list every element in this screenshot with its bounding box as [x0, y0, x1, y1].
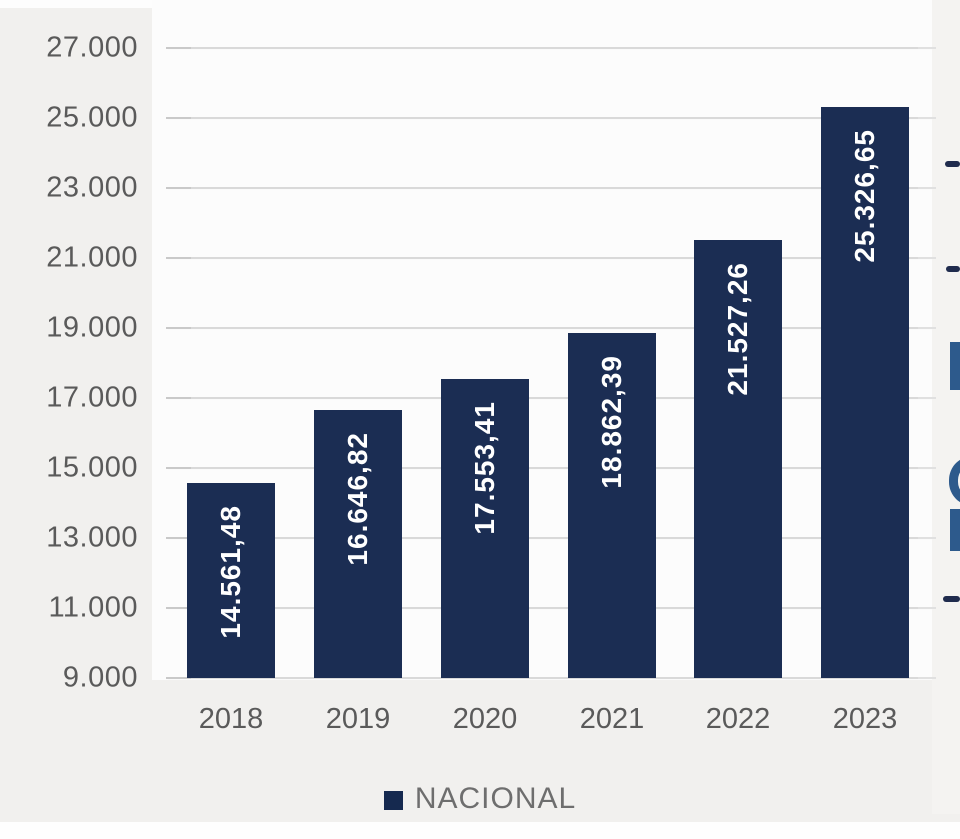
y-tick-label-11.000: 11.000 — [48, 591, 138, 624]
bar-value-label-2021: 18.862,39 — [596, 354, 627, 489]
cut-off-text-fragment-dash-1 — [945, 161, 960, 167]
gridline-11.000 — [168, 607, 932, 609]
cut-off-text-fragment-letter-2 — [950, 509, 960, 551]
y-axis-tick-mark-left — [166, 397, 191, 399]
y-axis-tick-mark-left — [166, 607, 191, 609]
chart-legend: NACIONAL — [0, 782, 960, 815]
y-axis-tick-mark-right — [918, 257, 936, 259]
y-axis-tick-mark-right — [918, 537, 936, 539]
bar-2021: 18.862,39 — [568, 332, 656, 678]
gridline-13.000 — [168, 537, 932, 539]
y-axis-tick-mark-left — [166, 187, 191, 189]
gridline-27.000 — [168, 47, 932, 49]
bar-value-label-2022: 21.527,26 — [722, 261, 753, 396]
x-tick-label-2020: 2020 — [452, 703, 518, 735]
y-axis-tick-mark-right — [918, 397, 936, 399]
y-axis-tick-mark-left — [166, 677, 191, 679]
y-axis-tick-mark-right — [918, 187, 936, 189]
y-axis-tick-mark-right — [918, 467, 936, 469]
y-tick-label-19.000: 19.000 — [46, 311, 138, 344]
page-bottom-margin — [0, 822, 960, 839]
y-tick-label-9.000: 9.000 — [62, 661, 138, 694]
y-tick-label-13.000: 13.000 — [46, 521, 138, 554]
y-axis-tick-mark-left — [166, 257, 191, 259]
cut-off-text-fragment-dash-3 — [943, 596, 960, 602]
y-tick-label-25.000: 25.000 — [46, 101, 138, 134]
bar-value-label-2019: 16.646,82 — [342, 432, 373, 566]
x-tick-label-2023: 2023 — [832, 703, 898, 735]
y-axis-tick-mark-left — [166, 467, 191, 469]
y-axis-tick-mark-left — [166, 47, 191, 49]
y-tick-label-21.000: 21.000 — [46, 241, 138, 274]
bar-2022: 21.527,26 — [694, 239, 782, 678]
bar-2019: 16.646,82 — [314, 410, 402, 678]
gridline-23.000 — [168, 187, 932, 189]
y-tick-label-27.000: 27.000 — [46, 31, 138, 64]
cut-off-text-fragment-dash-2 — [946, 266, 960, 272]
bar-value-label-2018: 14.561,48 — [215, 505, 246, 639]
y-axis-tick-mark-left — [166, 117, 191, 119]
bar-value-label-2020: 17.553,41 — [469, 400, 500, 535]
y-tick-label-17.000: 17.000 — [46, 381, 138, 414]
x-tick-label-2019: 2019 — [325, 703, 391, 735]
y-tick-label-15.000: 15.000 — [46, 451, 138, 484]
x-tick-label-2021: 2021 — [579, 703, 645, 735]
gridline-25.000 — [168, 117, 932, 119]
gridline-17.000 — [168, 397, 932, 399]
y-axis-tick-mark-right — [918, 327, 936, 329]
bar-2020: 17.553,41 — [441, 378, 529, 678]
legend-swatch-nacional — [383, 790, 403, 810]
x-tick-label-2022: 2022 — [705, 703, 771, 735]
cut-off-text-fragment-letter-1 — [950, 342, 960, 390]
y-axis-tick-mark-left — [166, 327, 191, 329]
y-tick-label-23.000: 23.000 — [46, 171, 138, 204]
bar-2018: 14.561,48 — [187, 483, 275, 678]
bar-2023: 25.326,65 — [821, 106, 909, 678]
plot-right-margin — [932, 0, 960, 814]
gridline-19.000 — [168, 327, 932, 329]
gridline-21.000 — [168, 257, 932, 259]
y-axis-tick-mark-right — [918, 117, 936, 119]
x-tick-label-2018: 2018 — [198, 703, 264, 735]
gridline-15.000 — [168, 467, 932, 469]
plot-area — [152, 0, 932, 680]
bar-value-label-2023: 25.326,65 — [849, 128, 880, 263]
legend-label-nacional: NACIONAL — [414, 782, 577, 815]
gridline-9.000 — [168, 677, 932, 679]
y-axis-tick-mark-left — [166, 537, 191, 539]
y-axis-tick-mark-right — [918, 677, 936, 679]
y-axis-tick-mark-right — [918, 607, 936, 609]
y-axis-tick-mark-right — [918, 47, 936, 49]
